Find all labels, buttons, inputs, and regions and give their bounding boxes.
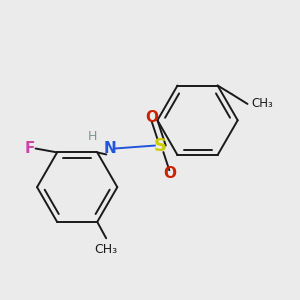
- Text: F: F: [24, 141, 35, 156]
- Text: O: O: [163, 166, 176, 181]
- Text: O: O: [145, 110, 158, 125]
- Text: H: H: [87, 130, 97, 143]
- Text: N: N: [103, 141, 116, 156]
- Text: S: S: [154, 136, 167, 154]
- Text: CH₃: CH₃: [94, 243, 118, 256]
- Text: CH₃: CH₃: [251, 98, 273, 110]
